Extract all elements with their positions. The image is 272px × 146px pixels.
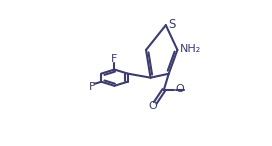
Text: S: S	[168, 18, 175, 31]
Text: F: F	[111, 54, 118, 64]
Text: NH₂: NH₂	[180, 44, 202, 54]
Text: F: F	[89, 82, 95, 92]
Text: O: O	[175, 85, 184, 94]
Text: O: O	[148, 101, 157, 111]
